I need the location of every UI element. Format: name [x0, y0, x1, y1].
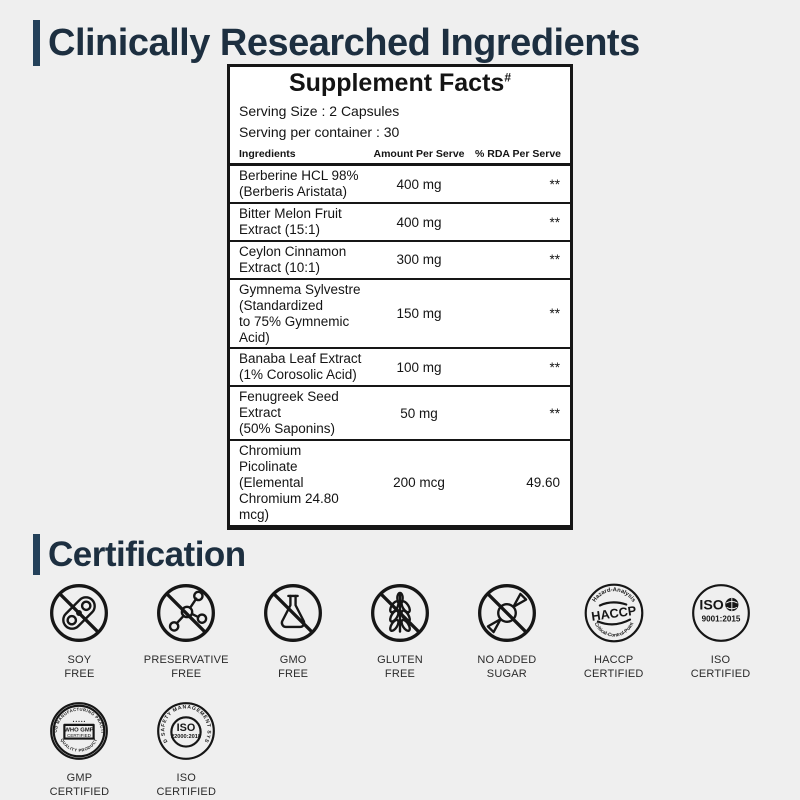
svg-text:QUALITY PRODUCT: QUALITY PRODUCT — [60, 737, 99, 752]
ingredient-name: Bitter Melon Fruit Extract (15:1) — [239, 206, 342, 238]
column-header-rda: % RDA Per Serve — [475, 148, 561, 161]
page-title: Clinically Researched Ingredients — [48, 21, 640, 64]
ingredient-name: Fenugreek Seed Extract — [239, 389, 339, 421]
ingredient-name-line2: (Berberis Aristata) — [239, 184, 348, 200]
gmp-box-line2: CERTIFIED — [68, 733, 92, 738]
certification-grid: SOY FREE PRESERVATIVE FREE GMO FREE — [26, 580, 774, 799]
cert-label: GMO FREE — [278, 654, 309, 681]
haccp-center-text: HACCP — [590, 603, 637, 624]
cert-gluten-free: GLUTEN FREE — [347, 580, 454, 682]
ingredient-amount: 100 mg — [396, 359, 442, 375]
certification-title: Certification — [48, 534, 246, 574]
cert-label: GMP CERTIFIED — [49, 771, 110, 798]
supplement-facts-title: Supplement Facts# — [230, 67, 570, 100]
haccp-badge-icon: Hazard-Analysis HACCP Critical-Control-P… — [584, 583, 644, 643]
cert-gmo-free: GMO FREE — [240, 580, 347, 682]
cert-gmp: GOOD MANUFACTURING PRACTICE • • • • • WH… — [26, 698, 133, 800]
ingredient-rda: 49.60 — [526, 475, 560, 491]
ingredient-amount: 300 mg — [396, 252, 442, 268]
gmo-free-icon — [264, 584, 323, 642]
column-header-amount: Amount Per Serve — [373, 148, 465, 161]
cert-label: NO ADDED SUGAR — [477, 654, 537, 681]
iso-22000-badge-icon: FOOD SAFETY MANAGEMENT SYSTEM ISO 22000:… — [153, 698, 216, 760]
table-row: Banaba Leaf Extract (1% Corosolic Acid) 1… — [230, 349, 570, 388]
gmp-ring-bottom-text: QUALITY PRODUCT — [60, 737, 98, 752]
ingredient-rda: ** — [549, 214, 560, 230]
cert-label: ISO CERTIFIED — [156, 771, 217, 798]
serving-per-container: Serving per container : 30 — [239, 124, 400, 141]
preservative-free-icon — [157, 584, 216, 642]
ingredient-name-line2: (Elemental Chromium 24.80 mcg) — [239, 474, 339, 522]
iso22000-number-text: 22000:2018 — [171, 734, 201, 740]
ingredient-amount: 200 mcg — [393, 475, 445, 491]
cert-label: SOY FREE — [64, 654, 95, 681]
ingredient-amount: 50 mg — [400, 405, 438, 421]
table-header-row: Ingredients Amount Per Serve % RDA Per S… — [230, 143, 570, 167]
table-row: Vitamin B12 2.2 mcg 100 — [230, 527, 570, 528]
supplement-facts-panel: Supplement Facts# Serving Size : 2 Capsu… — [227, 64, 573, 530]
ingredient-name: Ceylon Cinnamon Extract (10:1) — [239, 243, 347, 275]
iso-number-text: 9001:2015 — [701, 614, 740, 623]
cert-iso-9001: ISO 9001:2015 ISO CERTIFIED — [667, 580, 774, 682]
cert-label: GLUTEN FREE — [377, 654, 423, 681]
gmp-badge-icon: GOOD MANUFACTURING PRACTICE • • • • • WH… — [46, 698, 109, 760]
gmp-box-line1: WHO GMP — [65, 727, 94, 733]
ingredient-rda: ** — [549, 359, 560, 375]
cert-soy-free: SOY FREE — [26, 580, 133, 682]
ingredient-rda: ** — [549, 176, 560, 192]
cert-label: ISO CERTIFIED — [690, 654, 751, 681]
ingredient-rda: ** — [549, 405, 560, 421]
section-heading-ingredients: Clinically Researched Ingredients — [33, 20, 640, 66]
table-row: Ceylon Cinnamon Extract (10:1) 300 mg ** — [230, 242, 570, 280]
ingredient-name: Gymnema Sylvestre (Standardized — [239, 281, 361, 313]
supplement-facts-title-text: Supplement Facts — [288, 69, 505, 97]
cert-label: HACCP CERTIFIED — [583, 654, 644, 681]
ingredient-amount: 400 mg — [396, 214, 442, 230]
ingredient-amount: 150 mg — [396, 306, 442, 322]
cert-preservative-free: PRESERVATIVE FREE — [133, 580, 240, 682]
accent-bar — [33, 20, 40, 66]
no-added-sugar-icon — [477, 584, 536, 642]
iso-text: ISO — [699, 597, 723, 613]
gmp-stars: • • • • • — [73, 719, 86, 724]
table-row: Berberine HCL 98% (Berberis Aristata) 400… — [230, 166, 570, 205]
serving-size: Serving Size : 2 Capsules — [239, 102, 400, 119]
table-row: Fenugreek Seed Extract (50% Saponins) 50 … — [230, 387, 570, 442]
title-superscript: # — [504, 70, 511, 85]
gluten-free-icon — [371, 584, 429, 642]
ingredient-name: Berberine HCL 98% — [239, 168, 359, 184]
iso22000-center-text: ISO — [177, 722, 196, 734]
ingredient-name-line2: (1% Corosolic Acid) — [239, 367, 357, 383]
table-row: Bitter Melon Fruit Extract (15:1) 400 mg… — [230, 204, 570, 242]
soy-free-icon — [50, 584, 109, 642]
table-row: Gymnema Sylvestre (Standardized to 75% Gy… — [230, 280, 570, 350]
table-row: Chromium Picolinate (Elemental Chromium 2… — [230, 441, 570, 527]
cert-haccp: Hazard-Analysis HACCP Critical-Control-P… — [560, 580, 667, 682]
ingredient-amount: 400 mg — [396, 176, 442, 192]
ingredient-name: Banaba Leaf Extract — [239, 351, 362, 367]
accent-bar — [33, 534, 40, 575]
ingredient-name-line2: (50% Saponins) — [239, 421, 336, 437]
ingredient-name: Chromium Picolinate — [239, 443, 302, 474]
section-heading-certification: Certification — [33, 534, 246, 575]
cert-iso-22000: FOOD SAFETY MANAGEMENT SYSTEM ISO 22000:… — [133, 698, 240, 800]
ingredient-name-line2: to 75% Gymnemic Acid) — [239, 313, 350, 345]
ingredient-rda: ** — [549, 252, 560, 268]
cert-no-added-sugar: NO ADDED SUGAR — [453, 580, 560, 682]
column-header-ingredients: Ingredients — [239, 148, 296, 161]
ingredient-rda: ** — [549, 306, 560, 322]
cert-label: PRESERVATIVE FREE — [143, 654, 229, 681]
iso-9001-badge-icon: ISO 9001:2015 — [691, 584, 750, 642]
